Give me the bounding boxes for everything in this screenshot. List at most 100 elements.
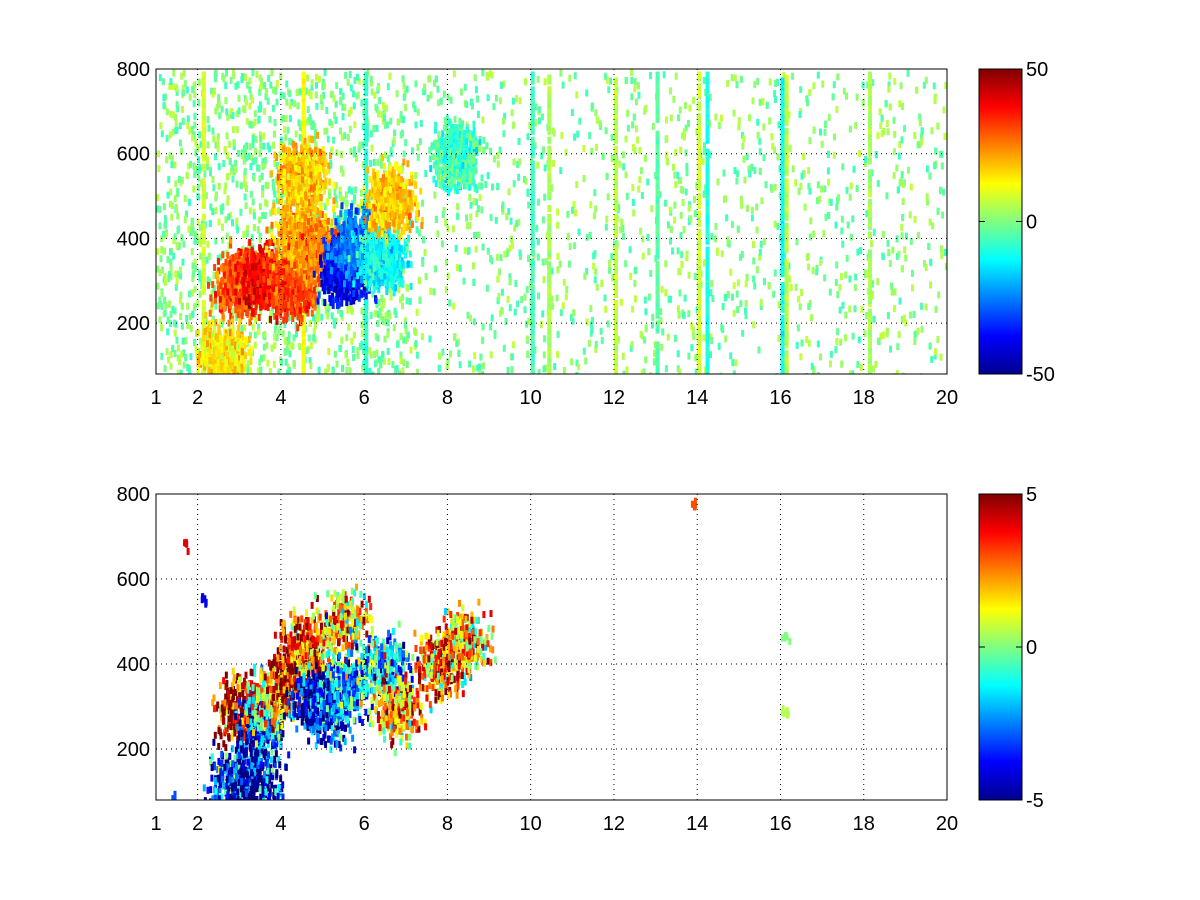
heatmap-cell <box>391 361 395 369</box>
heatmap-cell <box>415 308 419 316</box>
heatmap-cell <box>347 186 351 194</box>
heatmap-cell <box>898 141 902 149</box>
heatmap-cell <box>186 302 190 310</box>
heatmap-cell <box>288 90 292 98</box>
heatmap-cell <box>685 254 689 262</box>
heatmap-streak-cell <box>780 252 785 260</box>
heatmap-streak-cell <box>705 293 710 301</box>
heatmap-cell <box>604 305 608 313</box>
heatmap-cell <box>480 206 484 214</box>
heatmap-cell <box>360 330 364 338</box>
heatmap-blob-cell <box>285 309 289 317</box>
heatmap-cell <box>933 97 937 105</box>
heatmap-cell <box>671 247 675 255</box>
heatmap-cell <box>752 275 756 283</box>
heatmap-cell <box>924 76 928 84</box>
heatmap-streak-cell <box>784 136 789 144</box>
heatmap-streak-cell <box>655 178 660 186</box>
heatmap-cell <box>719 114 723 122</box>
heatmap-cell <box>242 230 246 238</box>
heatmap-blob-cell <box>245 248 249 256</box>
heatmap-cell <box>665 116 669 124</box>
heatmap-cell <box>647 293 651 301</box>
heatmap-cell <box>216 144 220 152</box>
heatmap-cell <box>230 164 234 172</box>
heatmap-cell <box>514 95 518 103</box>
heatmap-blob-cell <box>226 275 230 283</box>
heatmap-cell <box>768 78 772 86</box>
heatmap-cell <box>593 189 597 197</box>
heatmap-cell <box>476 364 480 372</box>
heatmap-cell <box>226 173 230 181</box>
heatmap-cell <box>199 337 203 345</box>
heatmap-cell <box>874 360 878 368</box>
heatmap-cell <box>678 289 682 297</box>
heatmap-cell <box>722 169 726 177</box>
heatmap-cell <box>258 74 262 82</box>
heatmap-streak-cell <box>780 95 785 103</box>
heatmap-cell <box>633 85 637 93</box>
heatmap-blob-cell <box>236 311 240 319</box>
heatmap-blob-cell <box>235 277 239 285</box>
heatmap-streak-cell <box>705 344 710 352</box>
heatmap-cell <box>458 361 462 369</box>
heatmap-cell <box>243 193 247 201</box>
heatmap-cell <box>163 278 167 286</box>
heatmap-cell <box>220 105 224 113</box>
heatmap-streak-cell <box>705 86 710 94</box>
heatmap-cell <box>393 129 397 137</box>
heatmap-cell <box>500 288 504 296</box>
heatmap-streak-cell <box>697 202 702 210</box>
heatmap-cell <box>401 302 405 310</box>
heatmap-cell <box>339 151 343 159</box>
heatmap-cell <box>272 141 276 149</box>
heatmap-cell <box>244 98 248 106</box>
heatmap-streak-cell <box>784 222 789 230</box>
heatmap-cell <box>616 336 620 344</box>
heatmap-cell <box>346 358 350 366</box>
heatmap-cell <box>168 248 172 256</box>
heatmap-cell <box>379 158 383 166</box>
heatmap-cell <box>167 270 171 278</box>
heatmap-streak-cell <box>697 83 702 91</box>
heatmap-cell <box>174 320 178 328</box>
heatmap-blob-cell <box>254 250 258 258</box>
heatmap-blob-cell <box>254 268 258 276</box>
heatmap-cell <box>322 82 326 90</box>
heatmap-cell <box>528 121 532 129</box>
heatmap-blob-cell <box>241 308 245 316</box>
heatmap-cell <box>650 321 654 329</box>
heatmap-blob-cell <box>238 308 242 316</box>
heatmap-cell <box>732 109 736 117</box>
heatmap-cell <box>405 297 409 305</box>
heatmap-cell <box>708 151 712 159</box>
heatmap-cell <box>542 276 546 284</box>
heatmap-cell <box>229 168 233 176</box>
heatmap-cell <box>829 360 833 368</box>
heatmap-cell <box>265 87 269 95</box>
heatmap-streak-cell <box>697 210 702 218</box>
heatmap-cell <box>167 356 171 364</box>
heatmap-blob-cell <box>259 250 263 258</box>
heatmap-cell <box>333 350 337 358</box>
heatmap-cell <box>414 340 418 348</box>
heatmap-cell <box>674 148 678 156</box>
heatmap-cell <box>160 324 164 332</box>
heatmap-cell <box>611 274 615 282</box>
heatmap-cell <box>176 369 180 374</box>
heatmap-cell <box>269 209 273 217</box>
heatmap-cell <box>403 317 407 325</box>
heatmap-cell <box>261 163 265 171</box>
heatmap-blob-cell <box>260 258 264 266</box>
heatmap-cell <box>188 127 192 135</box>
heatmap-streak-cell <box>301 71 306 79</box>
heatmap-streak-cell <box>697 347 702 355</box>
heatmap-cell <box>587 339 591 347</box>
heatmap-blob-cell <box>221 287 225 295</box>
heatmap-cell <box>214 107 218 115</box>
heatmap-blob-cell <box>238 297 242 305</box>
heatmap-cell <box>361 347 365 355</box>
heatmap-cell <box>210 289 214 297</box>
heatmap-cell <box>840 360 844 368</box>
heatmap-blob-cell <box>242 263 246 271</box>
